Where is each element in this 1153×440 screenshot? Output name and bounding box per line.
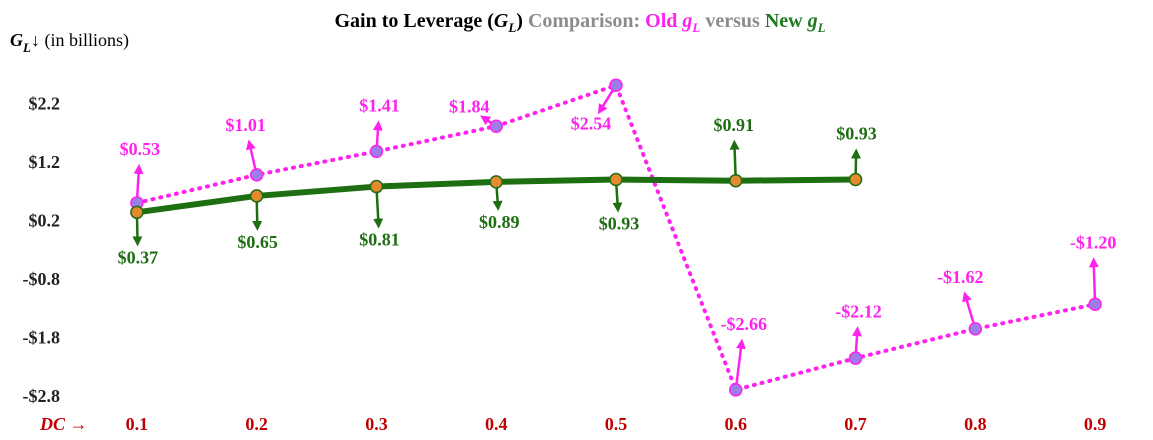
data-point bbox=[729, 383, 743, 397]
label-arrow bbox=[132, 217, 143, 247]
label-arrow bbox=[480, 115, 493, 126]
data-label: $0.93 bbox=[599, 214, 640, 234]
data-label: $0.81 bbox=[359, 230, 400, 250]
label-arrow bbox=[133, 163, 144, 199]
data-label: $2.54 bbox=[571, 113, 612, 133]
y-tick-label: -$1.8 bbox=[23, 328, 61, 348]
data-point bbox=[489, 119, 503, 133]
data-point bbox=[609, 172, 623, 187]
y-tick-label: -$0.8 bbox=[23, 269, 61, 289]
label-arrow bbox=[729, 139, 740, 176]
data-label: -$2.66 bbox=[721, 314, 768, 334]
x-tick-label: 0.5 bbox=[605, 414, 628, 434]
data-label: $0.91 bbox=[714, 115, 755, 135]
x-tick-label: 0.9 bbox=[1084, 414, 1107, 434]
data-label: $1.01 bbox=[225, 115, 266, 135]
data-point bbox=[609, 78, 623, 92]
label-arrow bbox=[492, 186, 503, 211]
data-label: $0.37 bbox=[118, 247, 159, 267]
data-label: $1.41 bbox=[359, 96, 400, 116]
data-label: $0.89 bbox=[479, 212, 520, 232]
series-line bbox=[134, 83, 1098, 392]
label-arrow bbox=[245, 139, 257, 171]
label-arrow bbox=[597, 88, 615, 115]
data-point bbox=[249, 189, 264, 203]
data-point bbox=[968, 322, 983, 336]
data-point bbox=[489, 175, 503, 189]
y-tick-label: $1.2 bbox=[29, 152, 61, 172]
x-tick-label: 0.6 bbox=[725, 414, 748, 434]
y-tick-label: -$2.8 bbox=[23, 386, 61, 406]
x-tick-label: 0.1 bbox=[126, 414, 149, 434]
data-point bbox=[249, 168, 264, 182]
y-tick-label: $0.2 bbox=[29, 210, 61, 230]
data-point bbox=[848, 351, 863, 365]
data-label: $0.65 bbox=[237, 232, 278, 252]
x-tick-label: 0.7 bbox=[844, 414, 867, 434]
chart-title: Gain to Leverage (GL) Comparison: Old gL… bbox=[334, 10, 825, 36]
label-arrow bbox=[252, 200, 263, 231]
x-tick-label: 0.3 bbox=[365, 414, 388, 434]
label-arrow bbox=[735, 338, 746, 385]
data-point bbox=[369, 179, 384, 194]
x-tick-label: 0.4 bbox=[485, 414, 508, 434]
data-label: -$2.12 bbox=[835, 301, 882, 321]
x-axis-label: DC → bbox=[39, 414, 88, 434]
x-tick-label: 0.2 bbox=[245, 414, 268, 434]
data-point bbox=[848, 172, 863, 187]
data-label: $0.53 bbox=[120, 139, 161, 159]
label-arrow bbox=[1088, 257, 1099, 300]
label-arrow bbox=[372, 120, 383, 147]
data-point bbox=[130, 205, 144, 220]
data-point bbox=[729, 173, 743, 188]
data-label: -$1.62 bbox=[937, 267, 984, 287]
y-axis-label: GL↓ (in billions) bbox=[10, 30, 129, 55]
label-arrow bbox=[962, 291, 976, 325]
y-tick-label: $2.2 bbox=[29, 93, 61, 113]
x-tick-label: 0.8 bbox=[964, 414, 987, 434]
data-label: $1.84 bbox=[449, 96, 490, 116]
data-label: $0.93 bbox=[836, 124, 877, 144]
label-arrow bbox=[373, 191, 384, 229]
data-label: -$1.20 bbox=[1070, 232, 1117, 252]
label-arrow bbox=[852, 326, 863, 354]
data-point bbox=[1088, 297, 1102, 312]
label-arrow bbox=[612, 184, 623, 213]
data-point bbox=[369, 144, 384, 159]
